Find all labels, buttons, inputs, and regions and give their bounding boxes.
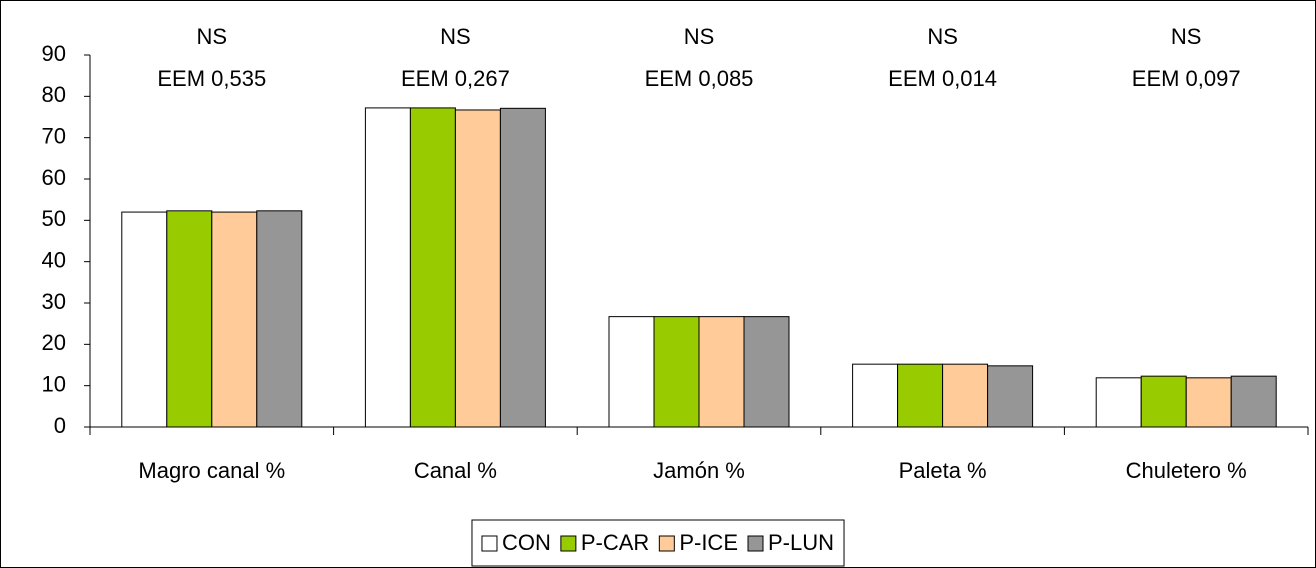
legend-label: CON xyxy=(502,530,551,555)
bar xyxy=(1140,375,1187,428)
y-tick-label: 60 xyxy=(42,165,66,190)
legend-label: P-LUN xyxy=(768,530,834,555)
bar xyxy=(987,365,1034,428)
x-tick-label: Jamón % xyxy=(653,458,745,483)
bar xyxy=(897,363,944,428)
bar xyxy=(364,107,411,428)
bar xyxy=(1095,377,1142,428)
bar xyxy=(852,363,899,428)
legend-swatch xyxy=(658,535,675,552)
y-tick-label: 90 xyxy=(42,41,66,66)
annotation: NS xyxy=(1171,24,1202,49)
y-tick-label: 30 xyxy=(42,289,66,314)
y-tick-label: 80 xyxy=(42,82,66,107)
legend: CON P-CAR P-ICE P-LUN xyxy=(471,519,845,567)
bar xyxy=(608,316,655,428)
annotation: EEM 0,085 xyxy=(645,66,754,91)
y-tick-label: 50 xyxy=(42,206,66,231)
bar xyxy=(211,211,258,428)
legend-swatch xyxy=(747,535,764,552)
y-tick-label: 20 xyxy=(42,330,66,355)
legend-swatch xyxy=(481,535,498,552)
bar xyxy=(743,316,790,428)
bar xyxy=(454,109,501,428)
bar xyxy=(942,363,989,428)
x-tick-label: Paleta % xyxy=(899,458,987,483)
bar xyxy=(653,316,700,428)
bar xyxy=(499,107,546,428)
legend-swatch xyxy=(560,535,577,552)
annotation: EEM 0,097 xyxy=(1132,66,1241,91)
annotation: NS xyxy=(684,24,715,49)
bar xyxy=(166,210,213,428)
x-tick-label: Canal % xyxy=(414,458,497,483)
bar xyxy=(1230,375,1277,428)
annotation: NS xyxy=(197,24,228,49)
annotation: NS xyxy=(927,24,958,49)
bar xyxy=(409,107,456,428)
bar xyxy=(1185,377,1232,428)
annotation: NS xyxy=(440,24,471,49)
bar xyxy=(121,211,168,428)
legend-label: P-CAR xyxy=(581,530,649,555)
x-tick-label: Magro canal % xyxy=(138,458,285,483)
y-tick-label: 0 xyxy=(54,413,66,438)
annotation: EEM 0,267 xyxy=(401,66,510,91)
bar xyxy=(256,210,303,428)
annotation: EEM 0,535 xyxy=(157,66,266,91)
y-tick-label: 10 xyxy=(42,371,66,396)
y-tick-label: 40 xyxy=(42,247,66,272)
annotation: EEM 0,014 xyxy=(888,66,997,91)
y-tick-label: 70 xyxy=(42,123,66,148)
legend-label: P-ICE xyxy=(679,530,738,555)
legend-box xyxy=(471,519,845,567)
bar xyxy=(698,316,745,428)
x-tick-label: Chuletero % xyxy=(1126,458,1247,483)
